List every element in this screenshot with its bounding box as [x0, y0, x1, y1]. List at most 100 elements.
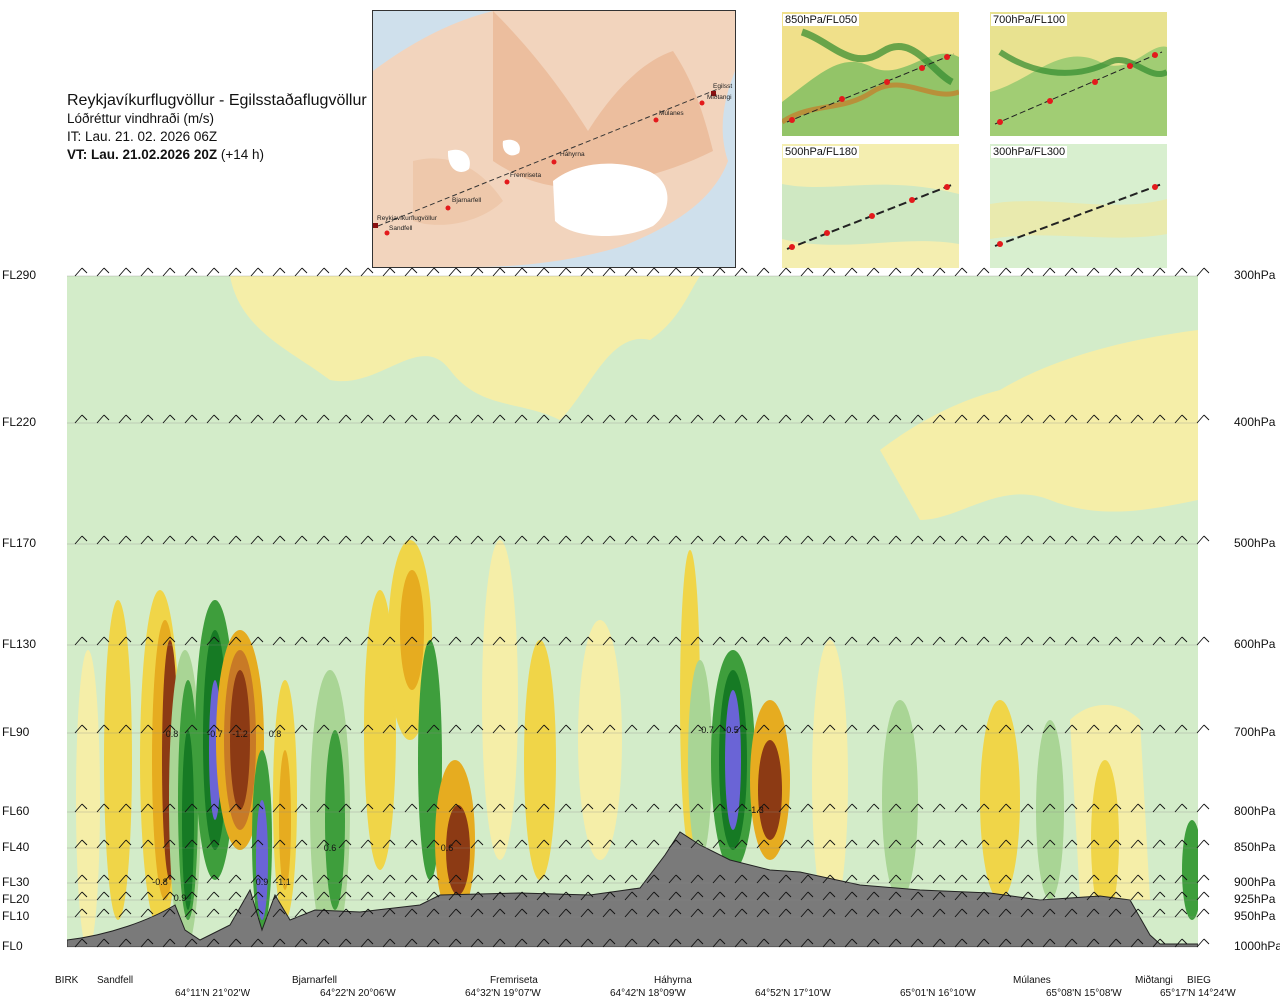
- wind-barb: [74, 839, 83, 849]
- wind-barb-flag: [147, 908, 154, 915]
- wind-barb: [888, 908, 897, 918]
- wind-barb-flag: [81, 636, 88, 643]
- wind-barb: [624, 414, 633, 424]
- wind-barb-flag: [807, 891, 814, 898]
- wind-barb-flag: [1027, 891, 1034, 898]
- wind-barb: [184, 636, 193, 646]
- wind-barb-flag: [389, 636, 396, 643]
- wind-barb-flag: [1093, 891, 1100, 898]
- wind-barb-flag: [587, 839, 594, 846]
- wind-barb-flag: [169, 908, 176, 915]
- wind-barb: [1174, 636, 1183, 646]
- wind-barb-flag: [895, 636, 902, 643]
- wind-barb-flag: [257, 267, 264, 274]
- wind-barb-flag: [785, 414, 792, 421]
- wind-barb: [294, 908, 303, 918]
- wind-barb-flag: [1137, 938, 1144, 945]
- wind-barb: [1130, 803, 1139, 813]
- wind-barb: [360, 874, 369, 884]
- wind-barb: [492, 891, 501, 901]
- wind-barb-flag: [807, 414, 814, 421]
- wind-barb-flag: [433, 891, 440, 898]
- wind-barb-flag: [543, 839, 550, 846]
- wind-barb-flag: [477, 891, 484, 898]
- wind-barb-flag: [1159, 839, 1166, 846]
- wind-barb: [470, 908, 479, 918]
- wind-barb-flag: [763, 535, 770, 542]
- wind-barb-flag: [455, 724, 462, 731]
- wind-barb: [756, 803, 765, 813]
- wind-barb: [272, 938, 281, 948]
- thumbnail-label: 850hPa/FL050: [783, 14, 860, 26]
- wind-barb-flag: [807, 724, 814, 731]
- wind-barb: [1196, 636, 1205, 646]
- wind-barb-flag: [741, 803, 748, 810]
- wind-barb-flag: [1115, 803, 1122, 810]
- wind-barb-flag: [213, 938, 220, 945]
- wind-barb-flag: [675, 535, 682, 542]
- wind-barb: [954, 839, 963, 849]
- wind-barb-flag: [873, 414, 880, 421]
- wind-barb: [844, 874, 853, 884]
- wind-barb: [206, 874, 215, 884]
- wind-barb-flag: [257, 938, 264, 945]
- w-contour: [482, 540, 518, 860]
- thumbnail-500hpa[interactable]: 500hPa/FL180: [782, 144, 959, 268]
- wind-barb-flag: [1093, 874, 1100, 881]
- wind-barb: [624, 803, 633, 813]
- wind-barb: [734, 724, 743, 734]
- wind-barb-flag: [763, 938, 770, 945]
- wind-barb: [492, 414, 501, 424]
- wind-barb-flag: [653, 724, 660, 731]
- wind-barb: [1174, 874, 1183, 884]
- w-contour: [980, 700, 1020, 900]
- wind-barb: [646, 803, 655, 813]
- wind-barb-flag: [103, 874, 110, 881]
- wind-barb-flag: [631, 891, 638, 898]
- wind-barb: [162, 724, 171, 734]
- wind-barb: [998, 414, 1007, 424]
- thumbnail-850hpa[interactable]: 850hPa/FL050: [782, 12, 959, 136]
- wind-barb-flag: [1181, 414, 1188, 421]
- wind-barb: [162, 874, 171, 884]
- wind-barb-flag: [609, 874, 616, 881]
- wind-barb: [712, 839, 721, 849]
- wind-barb-flag: [103, 535, 110, 542]
- wind-barb-flag: [807, 803, 814, 810]
- wind-barb: [382, 874, 391, 884]
- wind-barb-flag: [81, 891, 88, 898]
- wind-barb-flag: [103, 839, 110, 846]
- wind-barb-flag: [631, 724, 638, 731]
- wind-barb-flag: [499, 874, 506, 881]
- map-label-fremriseta: Fremriseta: [510, 172, 541, 179]
- wind-barb-flag: [125, 908, 132, 915]
- wind-barb-flag: [1115, 636, 1122, 643]
- wind-barb-flag: [345, 414, 352, 421]
- wind-barb: [932, 724, 941, 734]
- wind-barb-flag: [785, 891, 792, 898]
- wind-barb-flag: [1203, 839, 1210, 846]
- wind-barb: [910, 535, 919, 545]
- wind-barb-flag: [191, 535, 198, 542]
- wind-barb-flag: [1027, 803, 1034, 810]
- thumbnail-700hpa[interactable]: 700hPa/FL100: [990, 12, 1167, 136]
- wind-barb-flag: [653, 908, 660, 915]
- wind-barb-flag: [521, 938, 528, 945]
- route-map[interactable]: Reykjavíkurflugvöllur Sandfell Bjarnarfe…: [372, 10, 736, 268]
- wind-barb-flag: [1115, 267, 1122, 274]
- wind-barb: [426, 938, 435, 948]
- wind-barb: [822, 636, 831, 646]
- wind-barb: [272, 636, 281, 646]
- wind-barb-flag: [235, 874, 242, 881]
- wind-barb-flag: [653, 414, 660, 421]
- wind-barb-flag: [1027, 908, 1034, 915]
- thumbnail-300hpa[interactable]: 300hPa/FL300: [990, 144, 1167, 268]
- wind-barb-flag: [1181, 908, 1188, 915]
- wind-barb: [404, 535, 413, 545]
- wind-barb-flag: [125, 267, 132, 274]
- wind-barb: [1174, 414, 1183, 424]
- wind-barb-flag: [323, 908, 330, 915]
- wind-barb: [514, 839, 523, 849]
- wind-barb: [1064, 414, 1073, 424]
